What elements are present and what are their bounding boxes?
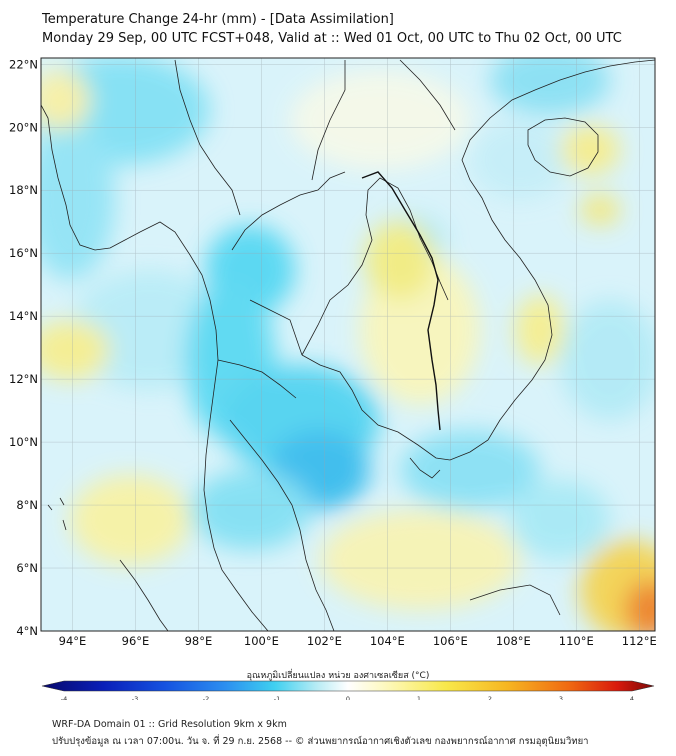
lat-tick-label: 4°N: [16, 624, 38, 638]
lat-tick-label: 16°N: [9, 246, 38, 260]
lon-tick-label: 110°E: [559, 634, 594, 648]
lat-tick-label: 14°N: [9, 309, 38, 323]
colorbar-tick-label: 1: [417, 695, 421, 700]
lon-tick-label: 100°E: [244, 634, 279, 648]
coastlines-and-borders: [41, 59, 655, 631]
colorbar-tick-label: -2: [203, 695, 209, 700]
lat-tick-label: 18°N: [9, 183, 38, 197]
colorbar-tick-label: -3: [132, 695, 138, 700]
map-frame: [40, 57, 656, 632]
colorbar: -4 -3 -2 -1 0 1 2 3 4: [41, 680, 655, 700]
map-title: Temperature Change 24-hr (mm) - [Data As…: [42, 12, 394, 27]
lon-tick-label: 94°E: [59, 634, 87, 648]
lat-tick-label: 12°N: [9, 372, 38, 386]
colorbar-tick-label: -4: [61, 695, 67, 700]
colorbar-tick-label: 2: [488, 695, 492, 700]
colorbar-ticks: -4 -3 -2 -1 0 1 2 3 4: [61, 695, 634, 700]
country-border-highlight: [361, 171, 441, 431]
footer-model-info: WRF-DA Domain 01 :: Grid Resolution 9km …: [52, 719, 287, 730]
colorbar-tick-label: 3: [559, 695, 563, 700]
lon-tick-label: 108°E: [496, 634, 531, 648]
temperature-change-map: 22°N 20°N 18°N 16°N 14°N 12°N 10°N 8°N 6°N 4°N 94…: [9, 57, 657, 700]
colorbar-tick-label: 0: [346, 695, 350, 700]
map-subtitle: Monday 29 Sep, 00 UTC FCST+048, Valid at…: [42, 31, 622, 46]
colorbar-tick-label: -1: [274, 695, 280, 700]
lon-tick-label: 112°E: [622, 634, 657, 648]
longitude-tick-labels: 94°E 96°E 98°E 100°E 102°E 104°E 106°E 108°E 110…: [59, 634, 657, 648]
lon-tick-label: 98°E: [185, 634, 213, 648]
lon-tick-label: 106°E: [433, 634, 468, 648]
lat-tick-label: 20°N: [9, 120, 38, 134]
lat-tick-label: 6°N: [16, 561, 38, 575]
colorbar-label: อุณหภูมิเปลี่ยนแปลง หน่วย องศาเซลเซียส (…: [246, 671, 430, 681]
lon-tick-label: 104°E: [370, 634, 405, 648]
temperature-field: [41, 58, 655, 631]
lon-tick-label: 102°E: [307, 634, 342, 648]
footer-update-info: ปรับปรุงข้อมูล ณ เวลา 07:00น. วัน จ. ที่…: [52, 736, 589, 747]
lat-tick-label: 22°N: [9, 57, 38, 71]
lat-tick-label: 8°N: [16, 498, 38, 512]
colorbar-tick-label: 4: [630, 695, 634, 700]
lat-tick-label: 10°N: [9, 435, 38, 449]
lon-tick-label: 96°E: [122, 634, 150, 648]
latitude-tick-labels: 22°N 20°N 18°N 16°N 14°N 12°N 10°N 8°N 6°N 4°N: [9, 57, 38, 638]
lat-lon-gridlines: [41, 58, 655, 632]
